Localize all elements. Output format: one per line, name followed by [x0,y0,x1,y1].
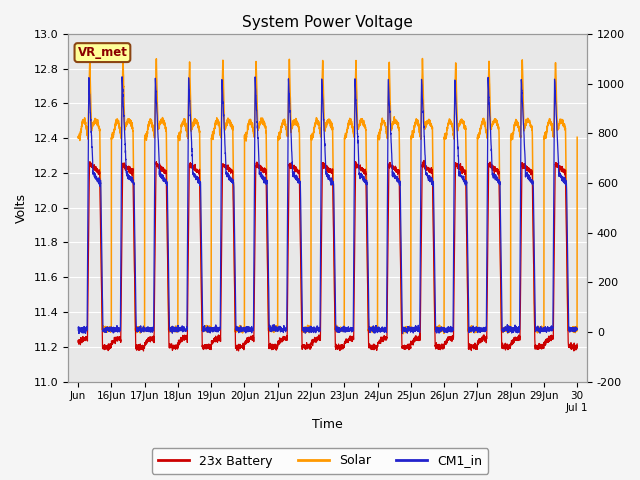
23x Battery [74,338,82,344]
CM1_in [118,74,126,80]
CM1_in [387,127,394,133]
23x Battery [525,169,532,175]
CM1_in [134,327,142,333]
23x Battery [547,336,555,341]
23x Battery [387,164,394,169]
CM1_in [527,179,535,184]
23x Battery [266,345,273,350]
Solar [387,109,394,115]
Y-axis label: Volts: Volts [15,193,28,223]
Solar [119,55,127,61]
Title: System Power Voltage: System Power Voltage [242,15,413,30]
Text: VR_met: VR_met [77,46,127,59]
23x Battery [140,348,147,354]
Solar [527,122,535,128]
Solar [573,134,581,140]
Line: Solar: Solar [78,58,577,334]
23x Battery [527,168,535,173]
CM1_in [266,327,273,333]
CM1_in [75,331,83,336]
Solar [266,324,273,330]
23x Battery [420,157,428,163]
Solar [525,119,532,124]
CM1_in [74,324,82,330]
Solar [74,134,82,140]
23x Battery [134,344,141,350]
Line: 23x Battery: 23x Battery [78,160,577,351]
Solar [134,327,142,333]
Legend: 23x Battery, Solar, CM1_in: 23x Battery, Solar, CM1_in [152,448,488,474]
Solar [547,120,555,126]
CM1_in [525,174,532,180]
CM1_in [547,325,555,331]
X-axis label: Time: Time [312,419,343,432]
23x Battery [573,341,581,347]
Line: CM1_in: CM1_in [78,77,577,334]
CM1_in [573,325,581,331]
Solar [399,331,407,336]
